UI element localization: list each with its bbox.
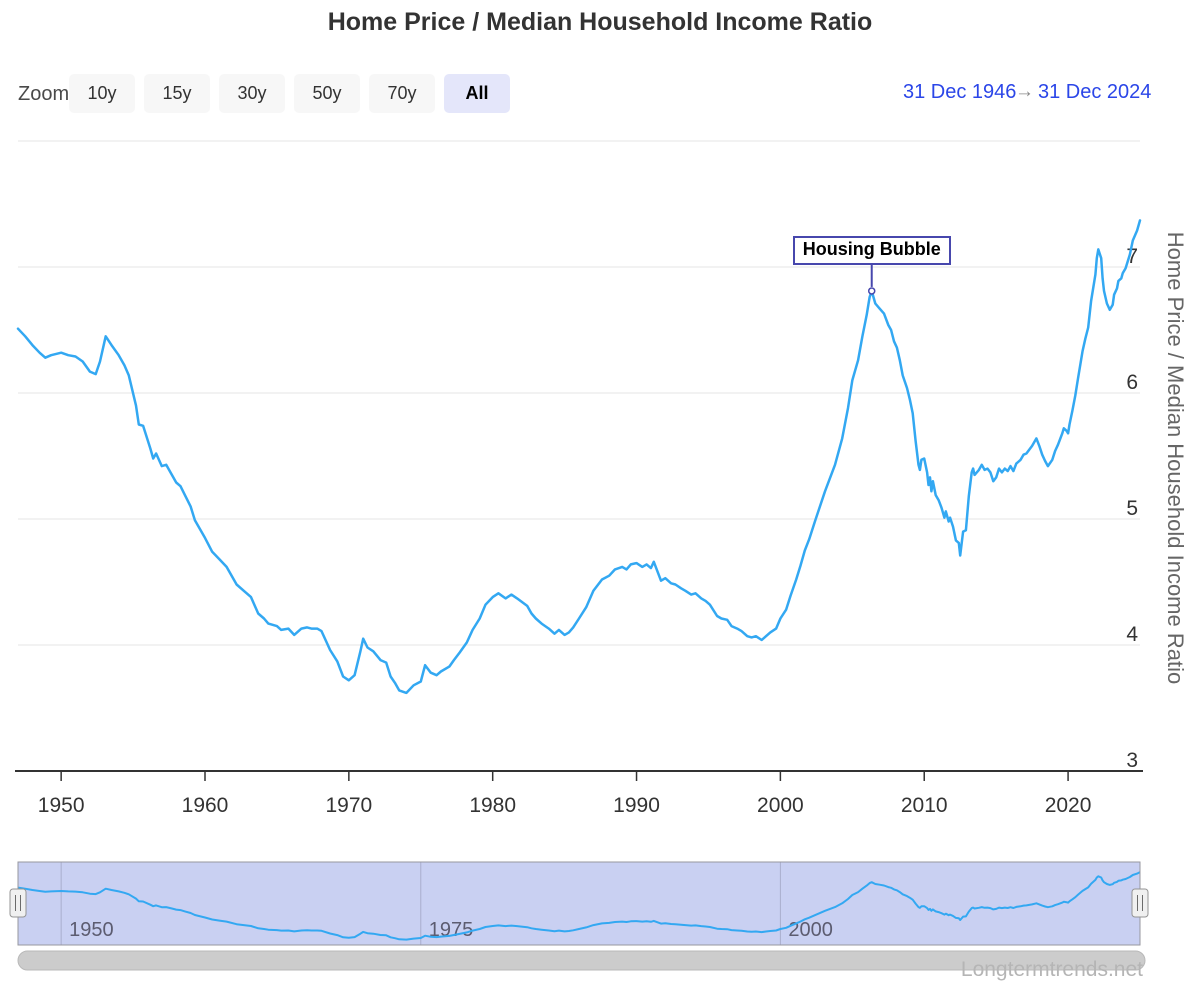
- y-axis-tick-label: 5: [1126, 497, 1138, 520]
- date-range-arrow-icon: →: [1015, 81, 1034, 102]
- range-button-10y[interactable]: 10y: [69, 74, 135, 113]
- annotation-label: Housing Bubble: [792, 236, 951, 265]
- scrollbar-thumb[interactable]: [17, 950, 1146, 971]
- x-axis-tick-label: 2020: [1045, 794, 1092, 817]
- range-button-70y[interactable]: 70y: [369, 74, 435, 113]
- x-axis-tick-label: 1980: [469, 794, 516, 817]
- annotation-marker: [867, 287, 876, 295]
- navigator-right-handle[interactable]: [1131, 888, 1149, 918]
- x-axis-tick-label: 2000: [757, 794, 804, 817]
- range-button-30y[interactable]: 30y: [219, 74, 285, 113]
- navigator-tick-label: 1950: [69, 919, 114, 941]
- x-axis-tick-label: 1960: [182, 794, 229, 817]
- navigator-left-handle[interactable]: [9, 888, 27, 918]
- watermark: Longtermtrends.net: [960, 958, 1143, 981]
- range-selector-buttons: 10y 15y 30y 50y 70y All: [69, 74, 510, 113]
- navigator-series-line: [17, 871, 1141, 941]
- chart-title: Home Price / Median Household Income Rat…: [327, 8, 873, 36]
- date-range-from-input[interactable]: 31 Dec 1946: [903, 81, 1017, 103]
- y-axis-title: Home Price / Median Household Income Rat…: [1163, 232, 1188, 684]
- range-button-15y[interactable]: 15y: [144, 74, 210, 113]
- navigator-tick-label: 1975: [429, 919, 474, 941]
- y-axis-tick-label: 7: [1126, 245, 1138, 268]
- y-axis-tick-label: 3: [1126, 749, 1138, 772]
- navigator-mask[interactable]: [18, 862, 1140, 945]
- range-selector-label: Zoom: [18, 83, 68, 105]
- y-axis-tick-label: 6: [1126, 371, 1138, 394]
- range-button-all[interactable]: All: [444, 74, 510, 113]
- series-line: [16, 219, 1142, 695]
- x-axis-tick-label: 2010: [901, 794, 948, 817]
- x-axis-tick-label: 1990: [613, 794, 660, 817]
- navigator-tick-label: 2000: [788, 919, 833, 941]
- x-axis-tick-label: 1950: [38, 794, 85, 817]
- range-button-50y[interactable]: 50y: [294, 74, 360, 113]
- x-axis-tick-label: 1970: [325, 794, 372, 817]
- date-range-to-input[interactable]: 31 Dec 2024: [1038, 81, 1152, 103]
- y-axis-tick-label: 4: [1126, 623, 1138, 646]
